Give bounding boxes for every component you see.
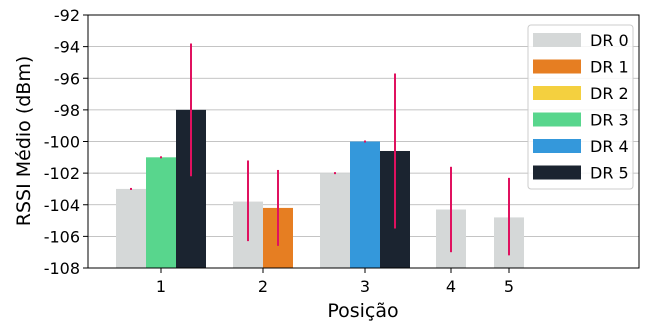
y-tick-label: -92	[54, 6, 80, 25]
y-tick-label: -96	[54, 69, 80, 88]
y-tick-label: -104	[44, 196, 80, 215]
bar	[350, 141, 380, 268]
legend-swatch	[533, 86, 581, 100]
legend-label: DR 5	[590, 164, 629, 183]
legend-label: DR 0	[590, 31, 629, 50]
x-tick-label: 1	[156, 277, 166, 296]
legend-swatch	[533, 139, 581, 153]
y-tick-label: -108	[44, 259, 80, 278]
bar	[116, 188, 146, 268]
y-axis-label: RSSI Médio (dBm)	[13, 56, 35, 226]
y-tick-label: -102	[44, 164, 80, 183]
legend-label: DR 3	[590, 111, 629, 130]
bars	[116, 109, 524, 268]
x-axis-label: Posição	[327, 300, 398, 322]
y-tick-label: -100	[44, 133, 80, 152]
x-tick-label: 5	[504, 277, 514, 296]
legend-label: DR 1	[590, 58, 629, 77]
bar	[146, 157, 176, 268]
x-tick-label: 3	[360, 277, 370, 296]
legend-label: DR 2	[590, 84, 629, 103]
legend-swatch	[533, 165, 581, 180]
bar	[320, 173, 350, 268]
legend: DR 0 DR 1 DR 2 DR 3 DR 4 DR 5	[527, 24, 634, 190]
x-axis-ticks: 1 2 3 4 5	[156, 268, 514, 296]
y-tick-label: -98	[54, 101, 80, 120]
y-axis-ticks: -92 -94 -96 -98 -100 -102 -104 -106 -108	[44, 6, 88, 278]
legend-label: DR 4	[590, 137, 629, 156]
x-tick-label: 4	[446, 277, 456, 296]
error-bars	[130, 43, 510, 256]
legend-swatch	[533, 33, 581, 47]
y-tick-label: -94	[54, 38, 80, 57]
x-tick-label: 2	[258, 277, 268, 296]
y-tick-label: -106	[44, 227, 80, 246]
legend-swatch	[533, 112, 581, 127]
legend-swatch	[533, 59, 581, 74]
